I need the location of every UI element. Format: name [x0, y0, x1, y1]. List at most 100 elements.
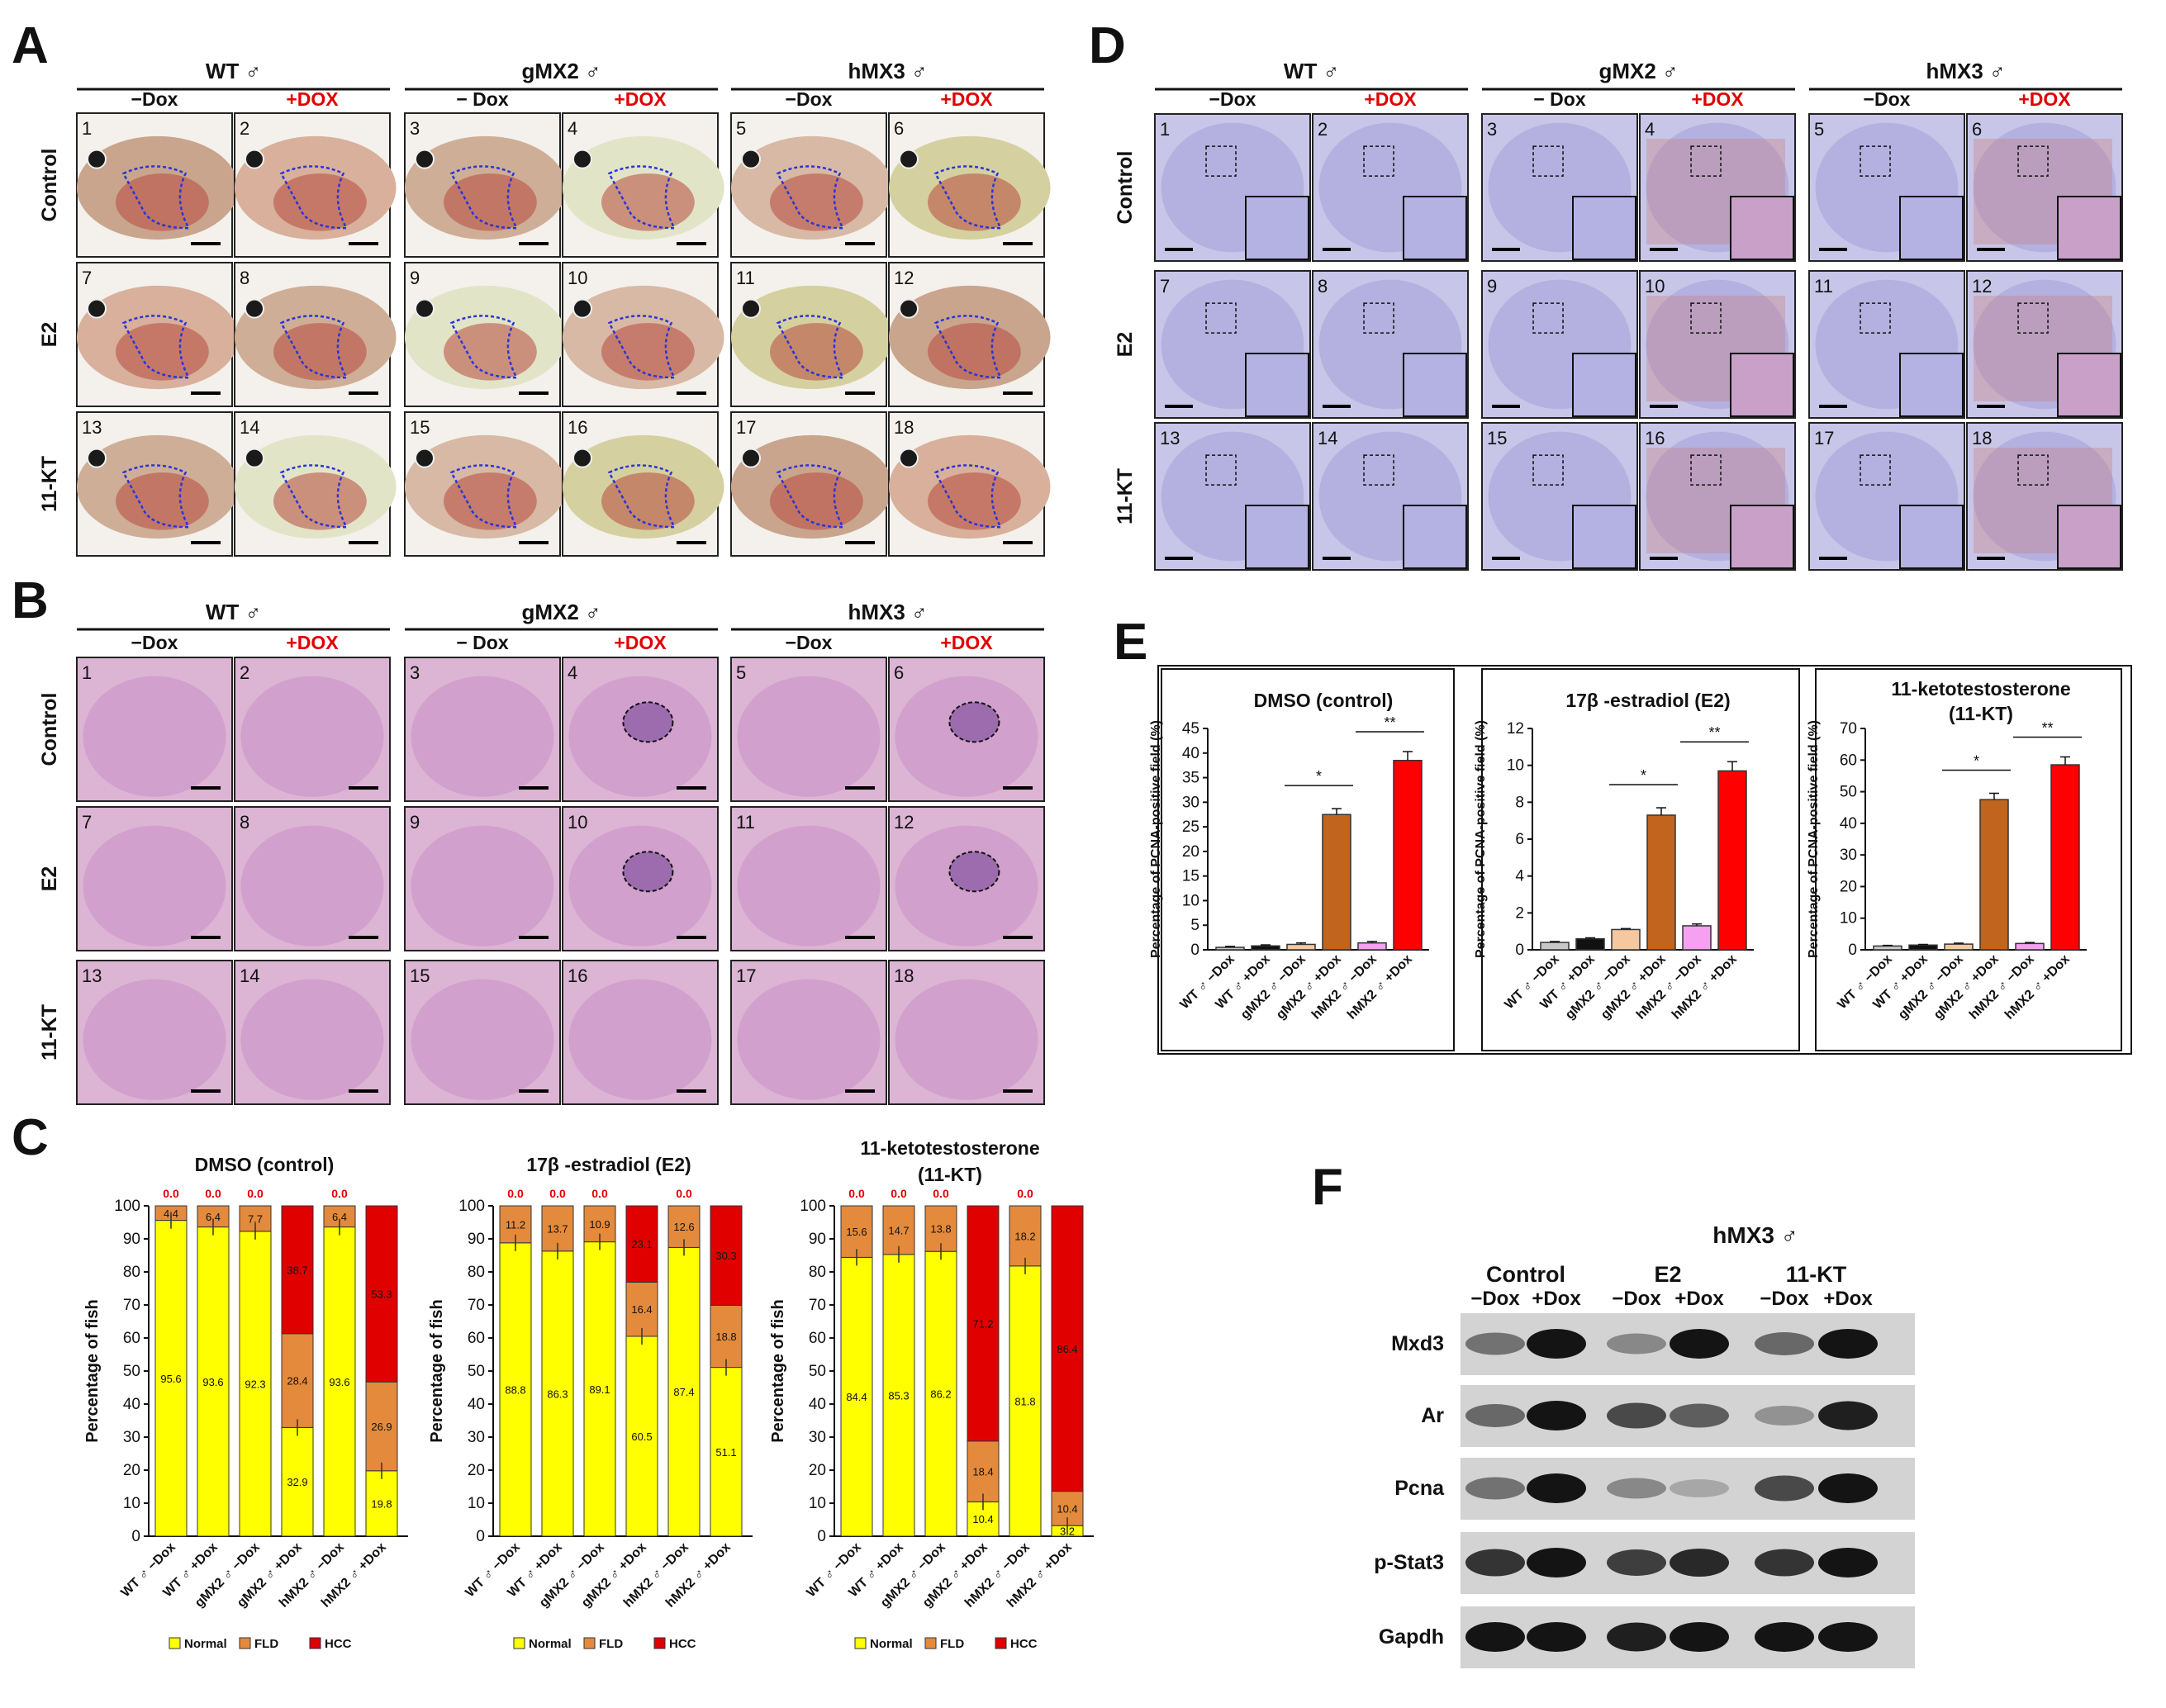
panel-number: 13: [82, 417, 102, 438]
panel-number: 6: [1972, 119, 1982, 140]
band: [1670, 1479, 1729, 1497]
y-tick-label: 100: [114, 1198, 140, 1215]
panel-number: 14: [1318, 428, 1337, 448]
panel-e-pcna-bar-charts: DMSO (control)051015202530354045Percenta…: [1149, 665, 2132, 1055]
y-tick-label: 70: [123, 1297, 140, 1314]
band: [1527, 1548, 1586, 1578]
row-label: Control: [38, 693, 61, 766]
genotype-header: gMX2 ♂: [521, 600, 601, 624]
legend-label: FLD: [254, 1637, 278, 1651]
zoom-inset: [1572, 353, 1636, 417]
y-tick-label: 30: [468, 1429, 485, 1446]
y-tick-label: 50: [809, 1363, 826, 1380]
y-axis-label: Percentage of fish: [83, 1299, 102, 1442]
band: [1607, 1333, 1666, 1355]
hcc-zero-label: 0.0: [676, 1187, 692, 1200]
bar-stack: 95.64.40.0WT ♂ −Dox: [118, 1187, 188, 1600]
significance-star: **: [1384, 714, 1395, 731]
zoom-region-box: [2017, 454, 2049, 486]
ihc-micrograph: 5: [1808, 113, 1965, 262]
row-label: E2: [1114, 332, 1137, 358]
y-tick-label: 0: [1848, 942, 1857, 959]
y-tick-label: 8: [1515, 794, 1524, 811]
y-tick-label: 0: [131, 1528, 140, 1545]
normal-bar-segment: [667, 1246, 701, 1537]
genotype-header: hMX3 ♂: [1926, 59, 2005, 83]
minus-dox-label: − Dox: [456, 632, 508, 653]
bar-rect: [2050, 764, 2080, 951]
zoom-region-box: [1532, 302, 1564, 334]
normal-value-label: 92.3: [245, 1378, 265, 1390]
band: [1670, 1403, 1729, 1428]
legend-swatch: [239, 1637, 251, 1649]
panel-number: 7: [1160, 276, 1170, 297]
hcc-zero-label: 0.0: [205, 1187, 221, 1200]
ihc-micrograph: 8: [1312, 270, 1469, 419]
ihc-micrograph: 18: [1966, 422, 2123, 571]
chart-title: 11-ketotestosterone: [1891, 678, 2070, 700]
y-axis-label: Percentage of fish: [769, 1299, 787, 1442]
legend-swatch: [583, 1637, 596, 1649]
normal-value-label: 95.6: [160, 1373, 181, 1385]
band: [1527, 1473, 1586, 1503]
panel-number: 2: [240, 662, 249, 683]
normal-value-label: 10.4: [972, 1513, 993, 1525]
hcc-bar-segment: [1051, 1205, 1084, 1492]
band: [1670, 1329, 1729, 1359]
panel-number: 12: [1972, 276, 1992, 297]
normal-value-label: 85.3: [888, 1389, 909, 1402]
fld-value-label: 26.9: [371, 1421, 392, 1433]
he-micrograph: 10: [562, 806, 719, 951]
bar: WT ♂ −Dox: [1835, 944, 1902, 1012]
ihc-micrograph: 16: [1639, 422, 1796, 571]
normal-bar-segment: [583, 1241, 616, 1537]
bar-rect: [1682, 925, 1712, 951]
panel-letter-b: B: [12, 572, 49, 629]
blot-lane-label: +Dox: [1674, 1288, 1724, 1310]
panel-number: 10: [1645, 276, 1665, 297]
y-tick-label: 60: [123, 1330, 140, 1347]
fish-eye-icon: [87, 149, 107, 169]
fld-value-label: 18.8: [715, 1331, 736, 1343]
liver-region: [770, 323, 863, 381]
fld-value-label: 18.2: [1014, 1230, 1035, 1242]
chart-title: 17β -estradiol (E2): [1565, 690, 1730, 711]
fld-bar-segment: [710, 1304, 743, 1369]
y-tick-label: 60: [468, 1330, 485, 1347]
bar-rect: [1944, 943, 1974, 951]
fld-bar-segment: [840, 1205, 873, 1258]
fish-eye-icon: [741, 149, 761, 169]
fish-photo: 11: [730, 262, 893, 407]
y-tick-label: 30: [1840, 847, 1857, 864]
normal-bar-segment: [840, 1256, 873, 1537]
fld-value-label: 15.6: [846, 1226, 867, 1238]
fish-photo: 6: [888, 112, 1051, 258]
hcc-bar-segment: [365, 1205, 398, 1383]
fld-value-label: 11.2: [506, 1218, 525, 1231]
band: [1465, 1477, 1525, 1500]
panel-number: 13: [1160, 428, 1180, 448]
hcc-zero-label: 0.0: [933, 1187, 949, 1200]
subchart-frame: [1161, 668, 1455, 1051]
fish-photo: 1: [76, 112, 239, 258]
y-tick-label: 40: [1182, 745, 1199, 762]
panel-number: 5: [736, 662, 746, 683]
fld-value-label: 28.4: [287, 1375, 307, 1388]
he-micrograph: 8: [234, 806, 391, 951]
tissue-region: [411, 676, 554, 797]
zoom-inset: [1245, 505, 1309, 569]
blot-lane-label: −Dox: [1760, 1288, 1809, 1310]
band: [1670, 1622, 1729, 1652]
band-label: Gapdh: [1379, 1625, 1444, 1649]
row-label: 11-KT: [38, 1004, 61, 1060]
fish-photo: 3: [404, 112, 567, 258]
genotype-header: hMX3 ♂: [848, 59, 927, 83]
tissue-region: [240, 979, 384, 1100]
significance-star: **: [1708, 724, 1720, 741]
zoom-region-box: [1690, 145, 1722, 177]
he-micrograph: 7: [76, 806, 233, 951]
fish-photo: 7: [76, 262, 239, 407]
zoom-region-box: [1860, 145, 1891, 177]
panel-number: 12: [894, 268, 914, 288]
